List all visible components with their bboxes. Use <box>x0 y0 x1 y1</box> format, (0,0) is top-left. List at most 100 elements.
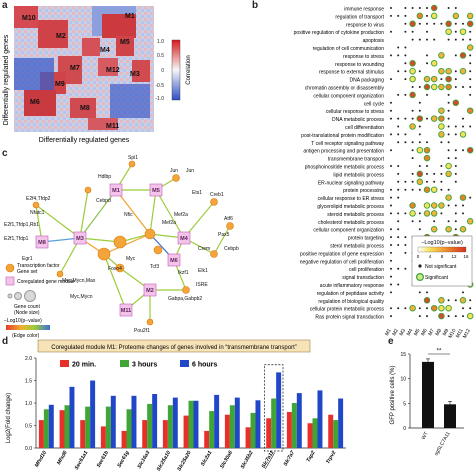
go-enrichment-dot <box>416 12 424 20</box>
go-enrichment-dot <box>438 52 445 59</box>
go-nonsig-dot <box>462 212 464 215</box>
bar-d-bar <box>105 406 111 448</box>
bar-d-category: Trpv2 <box>325 450 337 465</box>
go-enrichment-dot <box>438 123 445 130</box>
module-label-m2: M2 <box>56 33 66 40</box>
go-nonsig-dot <box>469 307 472 310</box>
dotplot-module-tick: M4 <box>406 328 415 337</box>
bar-d-bar <box>291 403 297 448</box>
go-nonsig-dot <box>454 149 457 152</box>
go-enrichment-dot <box>445 28 452 35</box>
tf-label: Ets1 <box>192 190 202 196</box>
go-nonsig-dot <box>390 30 392 33</box>
go-term-label: DNA metabolic process <box>332 117 384 123</box>
tf-label: Creb1 <box>210 192 224 198</box>
go-nonsig-dot <box>462 204 464 207</box>
go-term-label: sterol metabolic process <box>330 244 384 250</box>
go-nonsig-dot <box>462 117 464 120</box>
go-nonsig-dot <box>454 70 457 73</box>
go-enrichment-dot <box>430 4 438 12</box>
bar-d-bar <box>38 420 44 448</box>
go-nonsig-dot <box>411 38 414 41</box>
go-nonsig-dot <box>390 251 392 254</box>
go-nonsig-dot <box>447 101 450 104</box>
go-nonsig-dot <box>426 307 428 310</box>
legend-module: Coregulated gene module <box>17 279 75 285</box>
bar-d-ytick: 1.5 <box>25 379 32 385</box>
dotplot-module-tick: M12 <box>462 328 472 340</box>
go-term-label: response to external stimulus <box>319 70 385 76</box>
tf-label: Cebpd <box>96 198 111 204</box>
go-enrichment-dot <box>438 312 445 320</box>
tf-nodes <box>32 160 234 326</box>
go-nonsig-dot <box>397 70 400 73</box>
bar-e-ytick: 5 <box>403 401 406 407</box>
colorbar-tick: -1.0 <box>155 96 164 102</box>
go-enrichment-dot <box>445 75 452 83</box>
go-enrichment-dot <box>459 131 467 138</box>
go-nonsig-dot <box>433 220 436 223</box>
go-enrichment-dot <box>445 170 452 178</box>
go-nonsig-dot <box>418 133 421 136</box>
go-enrichment-dot <box>459 52 467 59</box>
go-term-label: signal transduction <box>342 275 384 281</box>
go-enrichment-dot <box>423 186 431 193</box>
bar-d-category: Slc7a11 <box>261 450 276 470</box>
go-nonsig-dot <box>390 117 392 120</box>
go-nonsig-dot <box>390 267 392 270</box>
go-nonsig-dot <box>454 38 457 41</box>
go-nonsig-dot <box>397 236 400 239</box>
go-enrichment-dot <box>445 225 452 233</box>
tf-label: Nfic <box>124 212 133 218</box>
go-enrichment-dot <box>466 44 474 51</box>
bar-d-bar <box>271 398 277 448</box>
legend-tick: 0 <box>417 254 420 259</box>
colorbar <box>171 39 181 101</box>
go-nonsig-dot <box>426 291 428 294</box>
go-term-label: cholesterol metabolic process <box>318 220 384 226</box>
go-nonsig-dot <box>440 165 443 167</box>
legend-tick: 4 <box>429 254 432 259</box>
go-nonsig-dot <box>404 188 407 191</box>
tf-label: Crem <box>198 246 210 252</box>
go-nonsig-dot <box>411 180 414 183</box>
go-enrichment-dot <box>416 146 424 154</box>
go-nonsig-dot <box>397 244 400 246</box>
go-enrichment-dot <box>438 83 445 91</box>
go-nonsig-dot <box>390 149 392 152</box>
module-block-m11 <box>88 118 118 130</box>
go-term-label: cell proliferation <box>349 267 384 273</box>
network-module-node <box>73 231 87 245</box>
go-nonsig-dot <box>426 117 428 120</box>
go-term-label: DNA packaging <box>350 78 385 84</box>
go-nonsig-dot <box>426 315 428 318</box>
go-nonsig-dot <box>404 7 407 9</box>
go-nonsig-dot <box>397 180 400 183</box>
bar-d-bar <box>100 426 106 448</box>
bar-d-category: Mfsd10 <box>34 450 48 469</box>
bar-d-bar <box>276 372 282 448</box>
bar-d-bar <box>317 390 323 448</box>
go-nonsig-dot <box>469 125 472 128</box>
go-nonsig-dot <box>447 315 450 318</box>
go-nonsig-dot <box>397 188 400 191</box>
module-label-m4: M4 <box>100 47 110 54</box>
go-nonsig-dot <box>469 78 472 81</box>
bar-d-bar <box>43 409 49 448</box>
bar-d-bar <box>80 420 86 448</box>
network-module-label: M5 <box>152 188 160 194</box>
go-nonsig-dot <box>418 109 421 112</box>
module-block-m4 <box>82 38 100 56</box>
go-enrichment-dot <box>409 202 416 209</box>
bar-e-bar <box>444 404 456 428</box>
tf-label: Pou2f1 <box>134 328 150 334</box>
bar-d-bar <box>255 400 261 448</box>
network-module-node <box>167 253 181 267</box>
go-nonsig-dot <box>447 204 450 207</box>
bar-d-bar <box>152 394 158 448</box>
anticorrelated-block-2 <box>110 84 150 118</box>
go-nonsig-dot <box>418 86 421 88</box>
go-enrichment-dot <box>438 202 445 209</box>
heatmap-xlabel: Differentially regulated genes <box>39 137 130 144</box>
go-nonsig-dot <box>433 22 436 25</box>
